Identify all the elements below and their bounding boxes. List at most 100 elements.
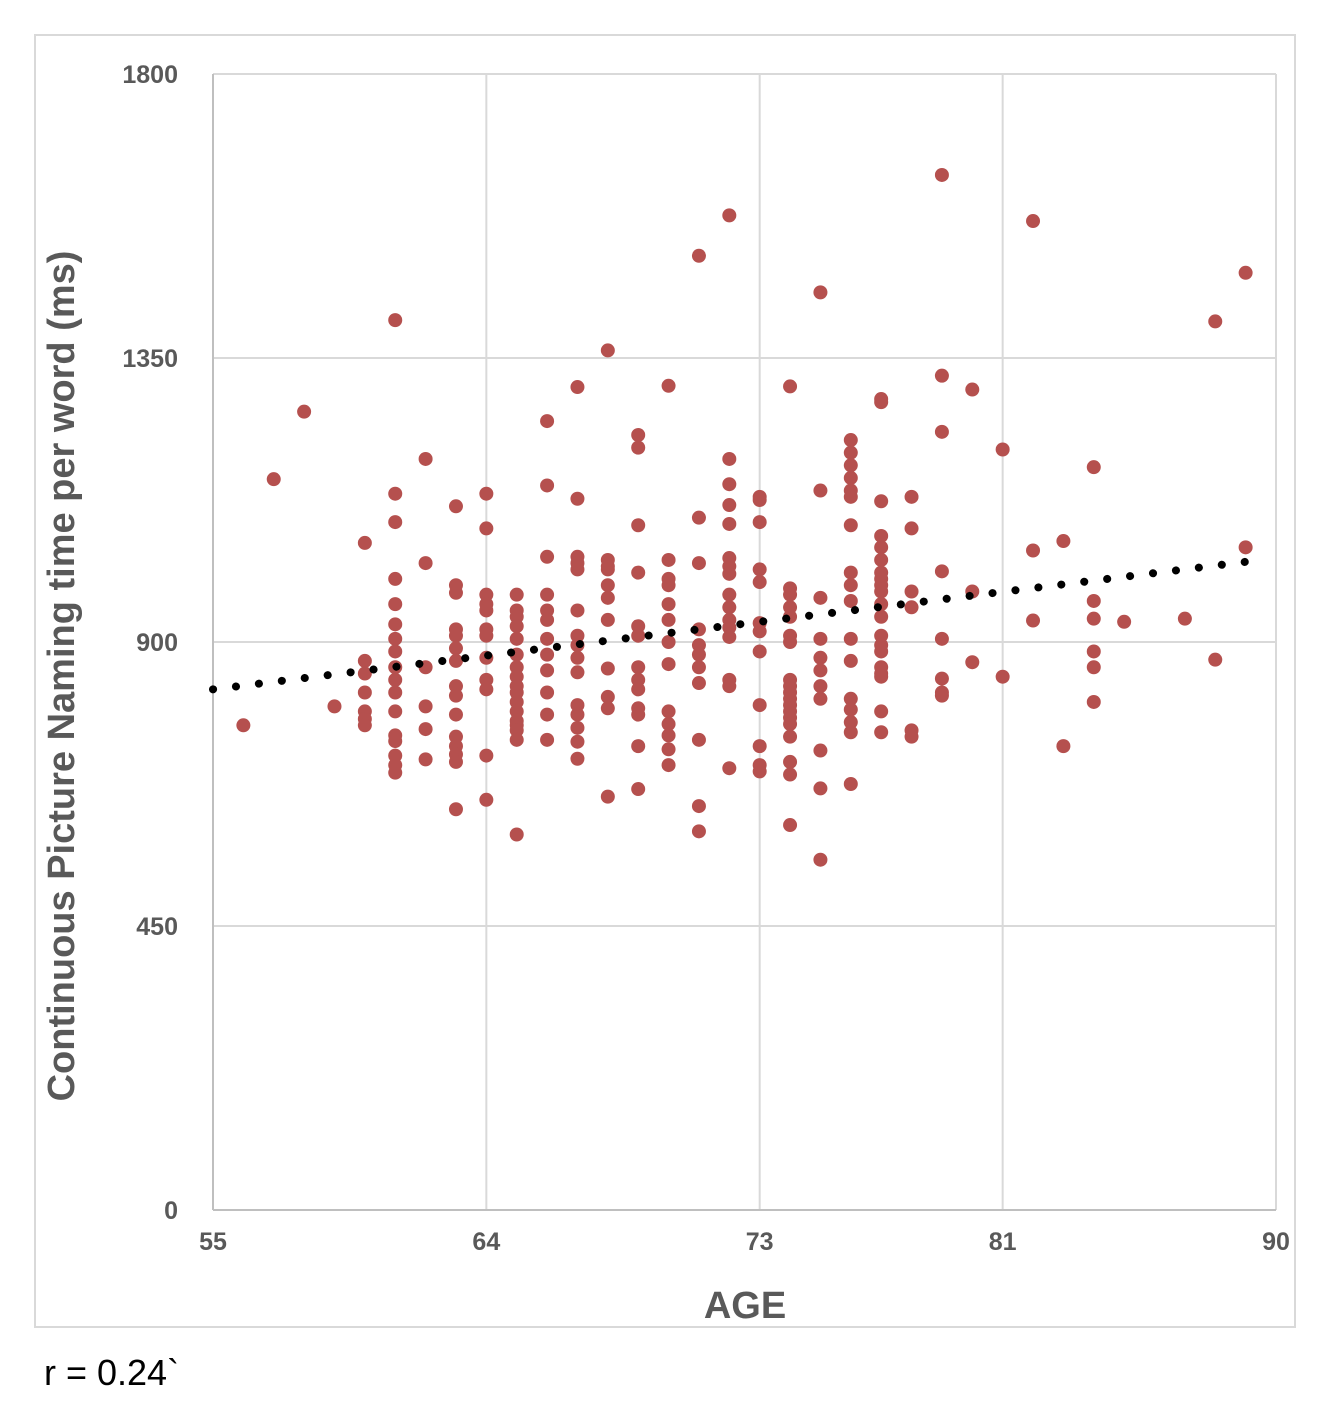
data-point [783, 587, 798, 602]
data-points [236, 167, 1253, 867]
data-point [448, 802, 463, 817]
data-point [540, 587, 555, 602]
data-point [874, 609, 889, 624]
y-tick-label: 0 [164, 1197, 178, 1225]
data-point [479, 628, 494, 643]
data-point [631, 440, 646, 455]
data-point [874, 704, 889, 719]
data-point [934, 631, 949, 646]
data-point [540, 612, 555, 627]
data-point [540, 414, 555, 429]
data-point [661, 758, 676, 773]
data-point [1026, 613, 1041, 628]
data-point [388, 734, 403, 749]
data-point [509, 587, 524, 602]
data-point [752, 515, 767, 530]
data-point [691, 732, 706, 747]
data-point [540, 707, 555, 722]
data-point [813, 631, 828, 646]
data-point [388, 313, 403, 328]
data-point [1056, 739, 1071, 754]
data-point [479, 603, 494, 618]
data-point [813, 691, 828, 706]
data-point [600, 612, 615, 627]
data-point [1238, 540, 1253, 555]
data-point [691, 510, 706, 525]
data-point [783, 379, 798, 394]
data-point [874, 395, 889, 410]
data-point [388, 685, 403, 700]
data-point [600, 343, 615, 358]
data-point [631, 660, 646, 675]
gridlines [213, 73, 1277, 1210]
data-point [843, 470, 858, 485]
data-point [843, 725, 858, 740]
data-point [448, 641, 463, 656]
data-point [661, 597, 676, 612]
x-tick-label: 81 [989, 1228, 1017, 1256]
data-point [691, 824, 706, 839]
data-point [874, 494, 889, 509]
data-point [783, 635, 798, 649]
data-point [874, 725, 889, 740]
data-point [813, 743, 828, 758]
data-point [600, 689, 615, 704]
data-point [600, 661, 615, 676]
data-point [1177, 611, 1192, 626]
data-point [540, 663, 555, 678]
data-point [843, 578, 858, 593]
data-point [570, 707, 585, 722]
data-point [874, 552, 889, 567]
data-point [783, 767, 798, 782]
data-point [813, 650, 828, 665]
data-point [661, 378, 676, 393]
data-point [691, 799, 706, 814]
x-tick-label: 73 [746, 1228, 774, 1256]
data-point [874, 584, 889, 599]
data-point [570, 650, 585, 665]
data-point [600, 562, 615, 577]
data-point [357, 685, 372, 700]
data-point [509, 619, 524, 634]
data-point [934, 671, 949, 686]
data-point [388, 597, 403, 612]
data-point [479, 792, 494, 807]
data-point [540, 549, 555, 564]
data-point [388, 571, 403, 586]
data-point [843, 489, 858, 504]
data-point [297, 404, 312, 419]
data-point [752, 493, 767, 507]
data-point [509, 631, 524, 646]
data-point [600, 701, 615, 716]
data-point [722, 600, 737, 615]
data-point [1086, 694, 1101, 709]
data-point [631, 628, 646, 643]
y-tick-label: 900 [136, 629, 178, 657]
data-point [570, 751, 585, 766]
data-point [843, 653, 858, 668]
x-axis-title: AGE [704, 1285, 786, 1327]
data-point [479, 748, 494, 763]
data-point [570, 720, 585, 735]
data-point [783, 717, 798, 732]
data-point [965, 382, 980, 397]
data-point [752, 624, 767, 639]
data-point [783, 729, 798, 744]
data-point [357, 535, 372, 550]
data-point [266, 472, 281, 487]
data-point [874, 669, 889, 684]
data-point [722, 498, 737, 513]
data-point [418, 699, 433, 714]
data-point [631, 427, 646, 442]
data-point [388, 765, 403, 780]
data-point [661, 612, 676, 627]
data-point [934, 167, 949, 182]
data-point [448, 707, 463, 722]
data-point [570, 603, 585, 618]
data-point [540, 732, 555, 747]
data-point [448, 585, 463, 600]
x-tick-label: 64 [472, 1228, 500, 1256]
data-point [1238, 265, 1253, 280]
